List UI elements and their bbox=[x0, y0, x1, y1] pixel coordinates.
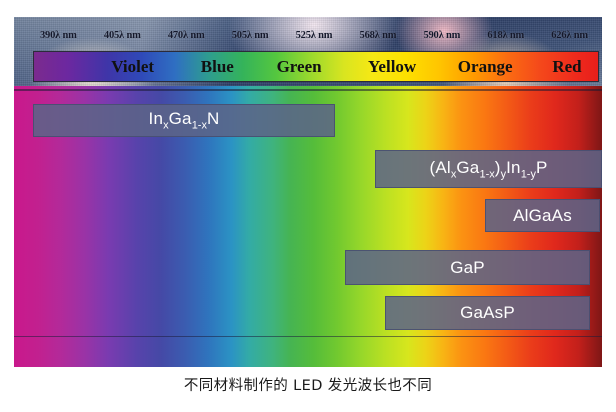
wavelength-label: 505λ nm bbox=[231, 30, 269, 41]
visible-color-strip: Violet Blue Green Yellow Orange Red bbox=[33, 51, 599, 82]
material-label: GaAsP bbox=[460, 303, 515, 322]
material-label: InxGa1-xN bbox=[148, 109, 220, 132]
material-bar-algainp: (AlxGa1-x)yIn1-yP bbox=[375, 150, 602, 188]
wavelength-label: 568λ nm bbox=[359, 30, 397, 41]
color-band-label-row: Violet Blue Green Yellow Orange Red bbox=[34, 52, 598, 81]
color-band-label-orange: Orange bbox=[457, 56, 513, 76]
material-label: (AlxGa1-x)yIn1-yP bbox=[429, 157, 548, 181]
color-band-label-red: Red bbox=[552, 56, 582, 76]
spectrum-top-divider bbox=[14, 89, 602, 91]
spectrum-bottom-divider bbox=[14, 336, 602, 337]
wavelength-label: 618λ nm bbox=[487, 30, 525, 41]
wavelength-label: 470λ nm bbox=[167, 30, 205, 41]
material-bar-gaasp: GaAsP bbox=[385, 296, 590, 330]
figure-caption: 不同材料制作的 LED 发光波长也不同 bbox=[183, 378, 433, 394]
material-bar-algaas: AlGaAs bbox=[485, 199, 600, 232]
material-bar-gap: GaP bbox=[345, 250, 590, 285]
wavelength-label-row: 390λ nm 405λ nm 470λ nm 505λ nm 525λ nm 568λ … bbox=[40, 27, 588, 44]
color-band-label-green: Green bbox=[276, 56, 322, 76]
material-label: GaP bbox=[450, 257, 485, 277]
wavelength-label: 390λ nm bbox=[40, 30, 77, 41]
color-band-label-violet: Violet bbox=[111, 56, 155, 76]
wavelength-label: 525λ nm bbox=[295, 30, 333, 41]
material-bar-ingan: InxGa1-xN bbox=[33, 104, 335, 137]
color-band-label-yellow: Yellow bbox=[368, 56, 417, 76]
wavelength-label: 405λ nm bbox=[103, 30, 141, 41]
wavelength-label: 590λ nm bbox=[423, 30, 461, 41]
color-band-label-blue: Blue bbox=[200, 56, 234, 76]
material-label: AlGaAs bbox=[513, 205, 572, 225]
wavelength-label: 626λ nm bbox=[551, 30, 588, 41]
